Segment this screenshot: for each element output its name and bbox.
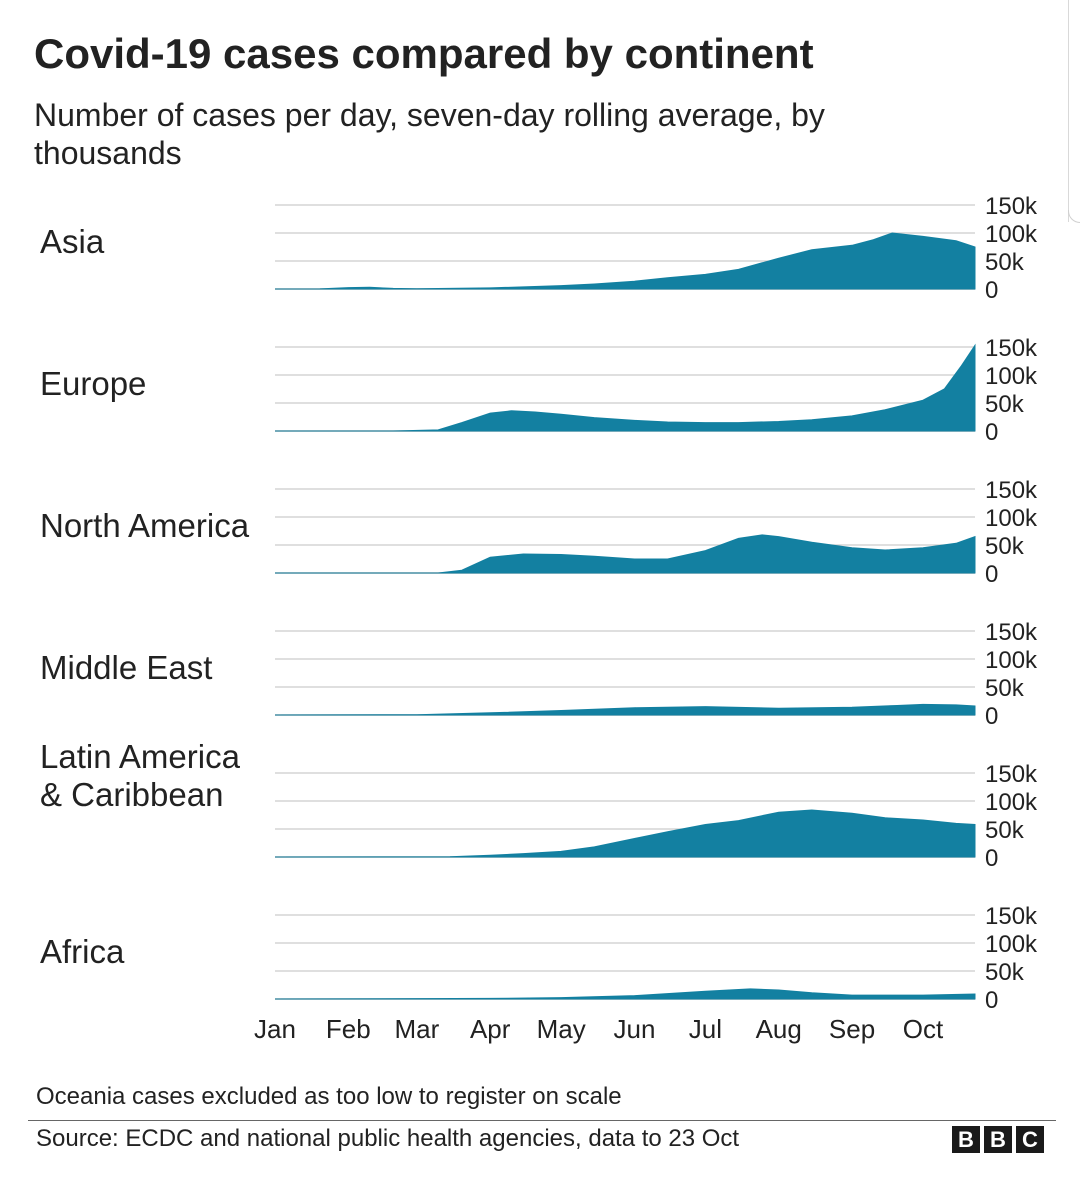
y-tick-label: 0	[985, 419, 998, 446]
y-tick-label: 50k	[985, 533, 1025, 560]
y-tick-label: 150k	[985, 335, 1038, 362]
y-tick-label: 50k	[985, 817, 1025, 844]
series-area	[274, 809, 976, 858]
series-area	[274, 232, 976, 290]
bbc-logo: B B C	[952, 1126, 1044, 1153]
y-tick-label: 150k	[985, 761, 1038, 788]
chart-subtitle: Number of cases per day, seven-day rolli…	[34, 97, 825, 171]
logo-letter: B	[952, 1126, 980, 1153]
x-tick-label: Mar	[395, 1014, 440, 1044]
y-tick-label: 50k	[985, 391, 1025, 418]
x-tick-label: May	[537, 1014, 586, 1044]
y-tick-label: 0	[985, 561, 998, 588]
x-tick-label: Feb	[326, 1014, 371, 1044]
panel-label: North America	[40, 507, 250, 544]
x-tick-label: Oct	[903, 1014, 944, 1044]
small-multiples-chart: 050k100k150k050k100k150k050k100k150k050k…	[254, 193, 1038, 1044]
panel-label: Middle East	[40, 649, 213, 686]
y-tick-label: 150k	[985, 193, 1038, 220]
panel-label: Europe	[40, 365, 147, 402]
panel-label: Latin America & Caribbean	[40, 738, 240, 813]
y-tick-label: 150k	[985, 477, 1038, 504]
y-tick-label: 150k	[985, 619, 1038, 646]
y-tick-label: 100k	[985, 931, 1038, 958]
y-tick-label: 100k	[985, 647, 1038, 674]
x-tick-label: Apr	[470, 1014, 511, 1044]
logo-letter: C	[1016, 1126, 1044, 1153]
series-area	[274, 703, 976, 716]
footer-divider	[28, 1120, 1056, 1121]
y-tick-label: 100k	[985, 505, 1038, 532]
y-tick-label: 100k	[985, 789, 1038, 816]
x-tick-label: Jan	[254, 1014, 296, 1044]
y-tick-label: 0	[985, 703, 998, 730]
y-tick-label: 50k	[985, 675, 1025, 702]
chart-note: Oceania cases excluded as too low to reg…	[36, 1083, 622, 1110]
series-area	[274, 988, 976, 1000]
y-tick-label: 0	[985, 987, 998, 1014]
x-tick-label: Jul	[689, 1014, 722, 1044]
series-area	[275, 534, 976, 574]
x-tick-label: Aug	[756, 1014, 802, 1044]
panel-label: Africa	[40, 933, 125, 970]
chart-title: Covid-19 cases compared by continent	[34, 30, 814, 77]
y-tick-label: 50k	[985, 959, 1025, 986]
y-tick-label: 0	[985, 845, 998, 872]
panel-label: Asia	[40, 223, 105, 260]
y-tick-label: 100k	[985, 363, 1038, 390]
y-tick-label: 0	[985, 277, 998, 304]
x-tick-label: Jun	[613, 1014, 655, 1044]
x-tick-label: Sep	[829, 1014, 875, 1044]
series-area	[275, 343, 976, 432]
logo-letter: B	[984, 1126, 1012, 1153]
chart-source: Source: ECDC and national public health …	[36, 1125, 740, 1152]
y-tick-label: 150k	[985, 903, 1038, 930]
y-tick-label: 50k	[985, 249, 1025, 276]
scrollbar[interactable]	[1068, 0, 1080, 223]
y-tick-label: 100k	[985, 221, 1038, 248]
